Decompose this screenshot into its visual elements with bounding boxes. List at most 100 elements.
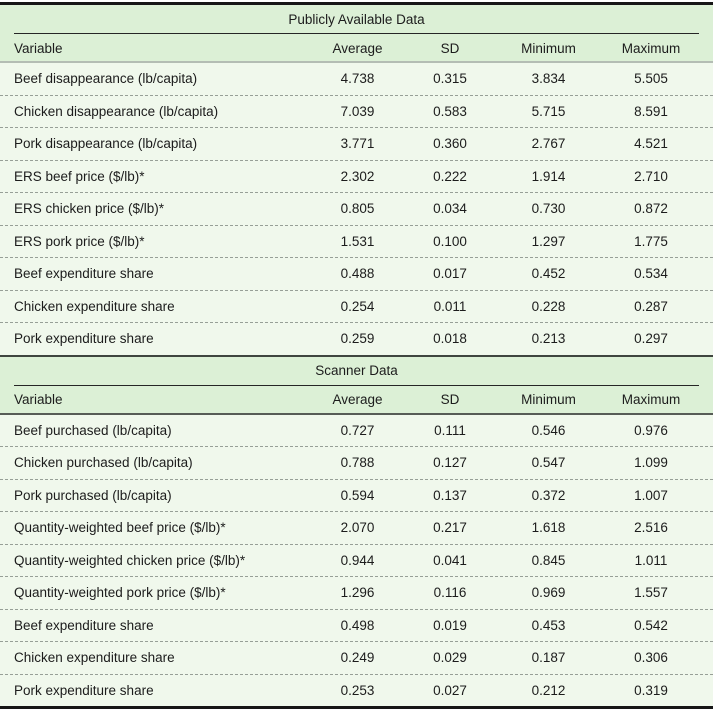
cell-sd: 0.583 bbox=[433, 103, 467, 119]
cell-minimum: 5.715 bbox=[531, 103, 566, 119]
table-row: Pork expenditure share 0.259 0.018 0.213… bbox=[0, 323, 713, 355]
cell-average: 0.249 bbox=[340, 650, 375, 666]
cell-variable: Pork disappearance (lb/capita) bbox=[14, 136, 198, 152]
col-header-minimum: Minimum bbox=[521, 40, 576, 56]
cell-maximum: 0.319 bbox=[634, 682, 668, 698]
cell-average: 3.771 bbox=[340, 136, 375, 152]
col-header-sd: SD bbox=[440, 40, 460, 56]
table-row: Quantity-weighted chicken price ($/lb)* … bbox=[0, 544, 713, 577]
cell-variable: Beef expenditure share bbox=[14, 266, 154, 282]
table-row: Beef expenditure share 0.488 0.017 0.452… bbox=[0, 258, 713, 291]
cell-average: 1.296 bbox=[340, 585, 375, 601]
cell-minimum: 0.212 bbox=[531, 682, 566, 698]
cell-average: 2.070 bbox=[340, 520, 375, 536]
section-body-publicly-available-data: Beef disappearance (lb/capita) 4.738 0.3… bbox=[0, 63, 713, 355]
cell-maximum: 0.976 bbox=[634, 422, 668, 438]
cell-maximum: 1.557 bbox=[634, 585, 668, 601]
section-body-scanner-data: Beef purchased (lb/capita) 0.727 0.111 0… bbox=[0, 414, 713, 706]
section-divider-rule bbox=[0, 354, 713, 357]
table-row: Chicken expenditure share 0.254 0.011 0.… bbox=[0, 290, 713, 323]
col-header-maximum: Maximum bbox=[621, 392, 681, 407]
cell-maximum: 8.591 bbox=[634, 103, 668, 119]
cell-sd: 0.217 bbox=[433, 520, 467, 536]
cell-variable: Chicken expenditure share bbox=[14, 650, 175, 666]
cell-average: 2.302 bbox=[340, 168, 375, 184]
cell-sd: 0.029 bbox=[433, 650, 467, 666]
table-row: Pork disappearance (lb/capita) 3.771 0.3… bbox=[0, 128, 713, 161]
cell-maximum: 0.872 bbox=[634, 201, 668, 217]
cell-variable: ERS pork price ($/lb)* bbox=[14, 233, 145, 249]
cell-sd: 0.034 bbox=[433, 201, 467, 217]
cell-sd: 0.315 bbox=[433, 71, 467, 87]
cell-maximum: 5.505 bbox=[634, 71, 668, 87]
cell-average: 0.944 bbox=[340, 552, 375, 568]
cell-maximum: 2.710 bbox=[634, 168, 668, 184]
cell-sd: 0.019 bbox=[433, 617, 467, 633]
cell-sd: 0.127 bbox=[433, 455, 467, 471]
cell-variable: ERS chicken price ($/lb)* bbox=[14, 201, 165, 217]
cell-average: 0.259 bbox=[340, 331, 375, 347]
col-header-average: Average bbox=[332, 392, 383, 407]
cell-variable: Beef purchased (lb/capita) bbox=[14, 422, 172, 438]
cell-maximum: 2.516 bbox=[634, 520, 668, 536]
section-title-text: Publicly Available Data bbox=[288, 11, 425, 27]
table-row: ERS pork price ($/lb)* 1.531 0.100 1.297… bbox=[0, 225, 713, 258]
cell-variable: Pork purchased (lb/capita) bbox=[14, 487, 172, 503]
cell-sd: 0.222 bbox=[433, 168, 467, 184]
cell-variable: Beef expenditure share bbox=[14, 617, 154, 633]
cell-minimum: 0.228 bbox=[531, 298, 566, 314]
cell-sd: 0.011 bbox=[433, 298, 467, 314]
cell-average: 0.498 bbox=[340, 617, 375, 633]
table-row: Quantity-weighted pork price ($/lb)* 1.2… bbox=[0, 577, 713, 610]
cell-maximum: 0.306 bbox=[634, 650, 668, 666]
cell-average: 0.805 bbox=[340, 201, 375, 217]
cell-sd: 0.041 bbox=[433, 552, 467, 568]
cell-sd: 0.116 bbox=[433, 585, 467, 601]
cell-maximum: 0.287 bbox=[634, 298, 668, 314]
cell-sd: 0.111 bbox=[434, 422, 466, 438]
cell-variable: Pork expenditure share bbox=[14, 682, 154, 698]
top-rule bbox=[0, 2, 713, 5]
table-row: ERS beef price ($/lb)* 2.302 0.222 1.914… bbox=[0, 160, 713, 193]
cell-variable: Pork expenditure share bbox=[14, 331, 154, 347]
cell-variable: ERS beef price ($/lb)* bbox=[14, 168, 145, 184]
cell-minimum: 0.213 bbox=[531, 331, 566, 347]
cell-maximum: 1.099 bbox=[634, 455, 668, 471]
cell-minimum: 2.767 bbox=[531, 136, 566, 152]
cell-minimum: 3.834 bbox=[531, 71, 566, 87]
cell-sd: 0.137 bbox=[433, 487, 467, 503]
band-underline bbox=[0, 384, 713, 387]
cell-sd: 0.100 bbox=[433, 233, 467, 249]
cell-average: 0.488 bbox=[340, 266, 375, 282]
table-row: Pork expenditure share 0.253 0.027 0.212… bbox=[0, 674, 713, 706]
cell-minimum: 1.297 bbox=[531, 233, 566, 249]
cell-variable: Quantity-weighted chicken price ($/lb)* bbox=[14, 552, 246, 568]
cell-average: 4.738 bbox=[340, 71, 375, 87]
cell-average: 0.253 bbox=[340, 682, 375, 698]
cell-minimum: 0.730 bbox=[531, 201, 566, 217]
cell-minimum: 0.372 bbox=[531, 487, 566, 503]
cell-variable: Beef disappearance (lb/capita) bbox=[14, 71, 198, 87]
cell-sd: 0.018 bbox=[433, 331, 467, 347]
cell-minimum: 0.187 bbox=[531, 650, 566, 666]
cell-average: 0.727 bbox=[340, 422, 375, 438]
col-header-sd: SD bbox=[440, 392, 460, 407]
cell-average: 7.039 bbox=[340, 103, 375, 119]
cell-maximum: 1.011 bbox=[634, 552, 668, 568]
header-row-section-1: Variable Average SD Minimum Maximum bbox=[0, 35, 713, 61]
table-row: Beef disappearance (lb/capita) 4.738 0.3… bbox=[0, 63, 713, 96]
cell-variable: Chicken purchased (lb/capita) bbox=[14, 455, 193, 471]
cell-maximum: 0.297 bbox=[634, 331, 668, 347]
cell-maximum: 0.542 bbox=[634, 617, 668, 633]
header-row-section-2: Variable Average SD Minimum Maximum bbox=[0, 386, 713, 413]
table-row: Quantity-weighted beef price ($/lb)* 2.0… bbox=[0, 512, 713, 545]
col-header-minimum: Minimum bbox=[521, 392, 576, 407]
cell-average: 1.531 bbox=[340, 233, 375, 249]
cell-minimum: 0.546 bbox=[531, 422, 566, 438]
col-header-variable: Variable bbox=[14, 40, 63, 56]
section-title-scanner-data: Scanner Data bbox=[0, 356, 713, 385]
col-header-variable: Variable bbox=[14, 392, 63, 407]
cell-minimum: 1.914 bbox=[531, 168, 566, 184]
cell-minimum: 0.452 bbox=[531, 266, 566, 282]
